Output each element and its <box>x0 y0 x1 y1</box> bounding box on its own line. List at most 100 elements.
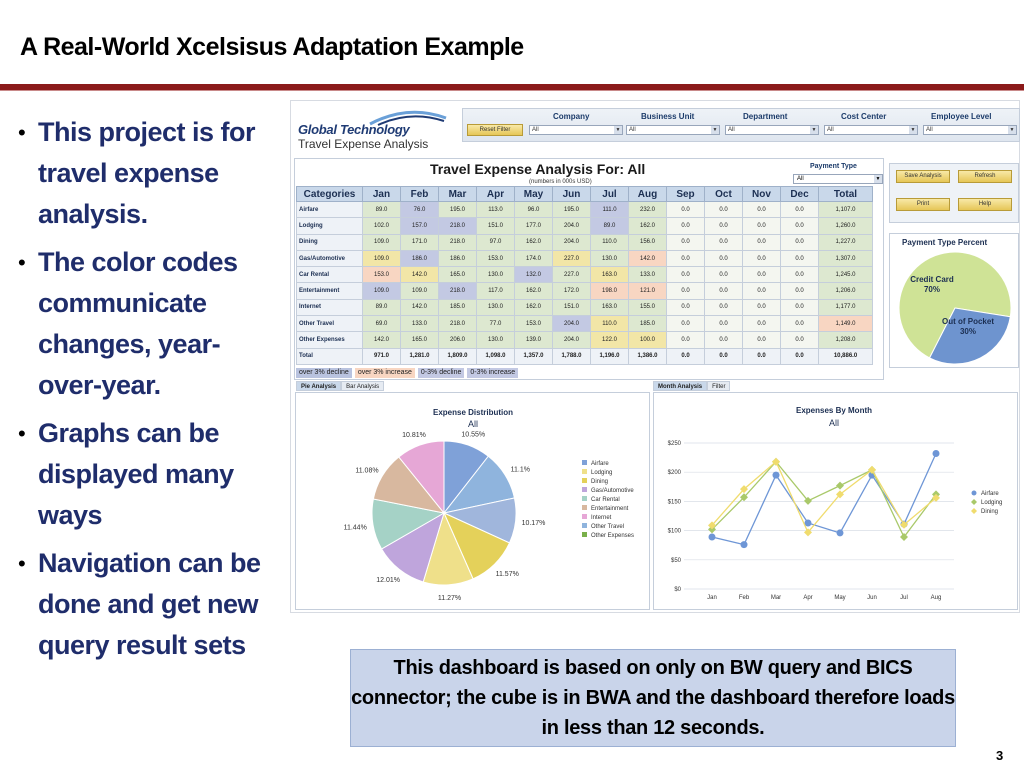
data-point[interactable] <box>740 541 748 549</box>
data-point[interactable] <box>804 519 812 527</box>
data-point[interactable] <box>836 481 844 490</box>
value-cell: 198.0 <box>590 282 629 300</box>
filter-value: All <box>926 127 933 133</box>
category-cell[interactable]: Internet <box>296 298 363 317</box>
filter-select-business-unit[interactable]: All ▼ <box>626 125 720 135</box>
total-cell: 1,809.0 <box>438 347 477 365</box>
value-cell: 96.0 <box>514 200 553 219</box>
data-point[interactable] <box>740 493 748 502</box>
data-point[interactable] <box>804 496 812 505</box>
slice-percent-label: 11.44% <box>344 525 367 532</box>
category-cell[interactable]: Other Expenses <box>296 331 363 349</box>
chart-title: Expenses By Month <box>796 406 872 415</box>
refresh-button[interactable]: Refresh <box>958 170 1012 183</box>
x-tick-label: May <box>834 595 845 601</box>
value-cell: 130.0 <box>590 249 629 268</box>
value-cell: 204.0 <box>552 217 591 235</box>
slice-percent-label: 10.81% <box>402 432 426 439</box>
filter-select-company[interactable]: All ▼ <box>529 125 623 135</box>
filter-select-cost-center[interactable]: All ▼ <box>824 125 918 135</box>
column-header: Jan <box>362 186 401 202</box>
pie-slice-out-of-pocket[interactable] <box>928 307 1011 365</box>
category-cell[interactable]: Dining <box>296 233 363 251</box>
pie-slice-other-expenses[interactable] <box>398 440 445 515</box>
filter-select-department[interactable]: All ▼ <box>725 125 819 135</box>
table-row[interactable]: Gas/Automotive 109.0 186.0 186.0 153.0 174.0 2… <box>296 249 873 268</box>
swoosh-icon <box>369 110 447 126</box>
data-point[interactable] <box>932 493 940 502</box>
legend-over-3-increase: over 3% increase <box>354 368 415 378</box>
data-point[interactable] <box>740 485 748 494</box>
category-cell[interactable]: Airfare <box>296 200 363 219</box>
x-tick-label: Feb <box>739 595 750 601</box>
category-cell[interactable]: Lodging <box>296 217 363 235</box>
value-cell: 195.0 <box>438 200 477 219</box>
category-cell[interactable]: Entertainment <box>296 282 363 300</box>
table-row[interactable]: Other Travel 69.0 133.0 218.0 77.0 153.0 204.0… <box>296 315 873 333</box>
table-row[interactable]: Internet 89.0 142.0 185.0 130.0 162.0 151.0 163… <box>296 298 873 317</box>
data-point[interactable] <box>772 457 780 466</box>
bullet-text: Navigation can be done and get new query… <box>38 548 261 660</box>
filter-label-department: Department <box>743 112 788 121</box>
value-cell: 0.0 <box>742 331 781 349</box>
data-point[interactable] <box>932 450 940 458</box>
category-cell[interactable]: Gas/Automotive <box>296 249 363 268</box>
table-row[interactable]: Entertainment 109.0 109.0 218.0 117.0 162.0 17… <box>296 282 873 300</box>
legend-label: Dining <box>981 509 998 515</box>
bullet-text: The color codes communicate changes, yea… <box>38 247 238 400</box>
slice-percent-label: 11.1% <box>511 466 530 473</box>
slice-percent-label: 10.55% <box>461 432 485 439</box>
payment-type-label: Payment Type <box>810 163 857 170</box>
tab-month-analysis[interactable]: Month Analysis <box>653 381 708 391</box>
pie-slice-credit-card[interactable] <box>898 251 1012 359</box>
payment-type-value: All <box>797 176 804 182</box>
x-tick-label: Apr <box>803 595 812 601</box>
table-row[interactable]: Airfare 89.0 76.0 195.0 113.0 96.0 195.0 111.0 2… <box>296 200 873 219</box>
tab-bar-analysis[interactable]: Bar Analysis <box>341 381 385 391</box>
table-row[interactable]: Dining 109.0 171.0 218.0 97.0 162.0 204.0 110.0… <box>296 233 873 251</box>
data-point[interactable] <box>804 528 812 537</box>
value-cell: 1,177.0 <box>818 298 873 317</box>
payment-type-title: Payment Type Percent <box>902 238 988 247</box>
total-cell: 1,357.0 <box>514 347 553 365</box>
save-analysis-button[interactable]: Save Analysis <box>896 170 950 183</box>
value-cell: 0.0 <box>704 266 743 284</box>
filter-value: All <box>728 127 735 133</box>
data-point[interactable] <box>708 533 716 541</box>
help-button[interactable]: Help <box>958 198 1012 211</box>
filter-select-employee-level[interactable]: All ▼ <box>923 125 1017 135</box>
value-cell: 1,107.0 <box>818 200 873 219</box>
value-cell: 186.0 <box>438 249 477 268</box>
total-cell: 1,098.0 <box>476 347 515 365</box>
value-cell: 133.0 <box>400 315 439 333</box>
slice-label: Credit Card <box>910 275 954 284</box>
table-row[interactable]: Other Expenses 142.0 165.0 206.0 130.0 139.0 2… <box>296 331 873 349</box>
category-cell[interactable]: Other Travel <box>296 315 363 333</box>
slice-percent-label: 11.08% <box>355 468 378 475</box>
data-point[interactable] <box>708 521 716 530</box>
total-cell: 10,886.0 <box>818 347 873 365</box>
data-point[interactable] <box>772 471 780 479</box>
data-point[interactable] <box>900 533 908 542</box>
reset-filter-button[interactable]: Reset Filter <box>467 124 523 136</box>
value-cell: 109.0 <box>400 282 439 300</box>
tab-filter[interactable]: Filter <box>707 381 731 391</box>
table-row[interactable]: Lodging 102.0 157.0 218.0 151.0 177.0 204.0 89.… <box>296 217 873 235</box>
tab-pie-analysis[interactable]: Pie Analysis <box>296 381 342 391</box>
data-point[interactable] <box>900 520 908 529</box>
value-cell: 0.0 <box>666 233 705 251</box>
data-point[interactable] <box>868 465 876 474</box>
column-header: Sep <box>666 186 705 202</box>
data-point[interactable] <box>836 529 844 537</box>
value-cell: 174.0 <box>514 249 553 268</box>
legend-swatch <box>971 508 977 514</box>
category-cell[interactable]: Car Rental <box>296 266 363 284</box>
print-button[interactable]: Print <box>896 198 950 211</box>
filter-value: All <box>629 127 636 133</box>
data-point[interactable] <box>836 490 844 499</box>
data-point[interactable] <box>708 525 716 534</box>
y-tick-label: $150 <box>668 499 682 505</box>
table-row[interactable]: Car Rental 153.0 142.0 165.0 130.0 132.0 227.0… <box>296 266 873 284</box>
payment-type-select[interactable]: All ▼ <box>793 174 883 184</box>
